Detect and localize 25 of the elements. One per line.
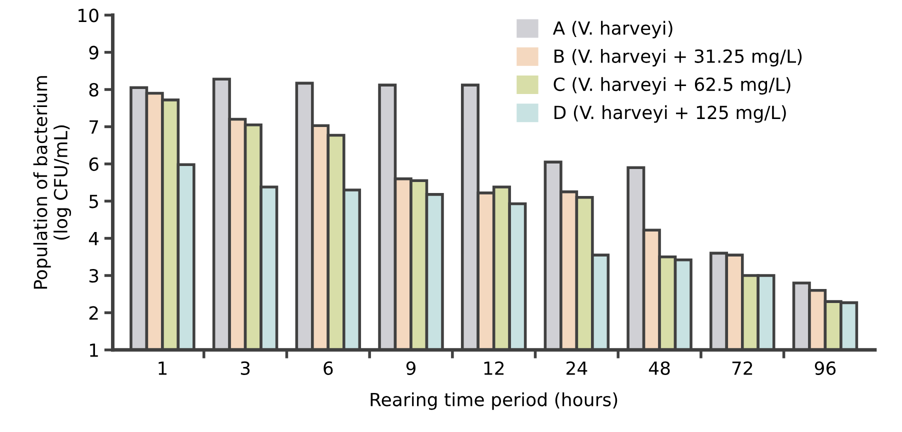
x-tick-label: 3 [240, 361, 250, 376]
x-tick-label: 6 [324, 361, 333, 376]
legend-label: B (V. harveyi + 31.25 mg/L) [554, 49, 802, 66]
x-tick-label: 9 [406, 361, 416, 376]
x-tick-label: 48 [648, 361, 670, 376]
x-tick-label: 1 [158, 362, 167, 375]
y-tick-label: 5 [89, 194, 98, 208]
y-tick-label: 4 [88, 232, 99, 246]
y-tick-label: 2 [89, 306, 98, 320]
y-tick-label: 6 [89, 157, 98, 172]
x-tick-label: 96 [814, 361, 836, 376]
x-axis-title: Rearing time period (hours) [370, 392, 618, 410]
legend-label: C (V. harveyi + 62.5 mg/L) [554, 77, 790, 95]
y-tick-label: 7 [90, 120, 98, 134]
legend-label: D (V. harveyi + 125 mg/L) [554, 105, 786, 123]
y-axis-title: Population of bacterium (log CFU/mL) [33, 76, 72, 289]
legend-label: A (V. harveyi) [552, 20, 672, 38]
y-tick-label: 3 [89, 268, 98, 283]
y-tick-label: 10 [78, 8, 98, 22]
x-tick-label: 24 [566, 361, 588, 375]
x-tick-label: 72 [732, 361, 752, 375]
y-tick-label: 8 [89, 82, 98, 97]
x-tick-label: 12 [484, 361, 504, 375]
y-tick-label: 1 [90, 344, 98, 357]
y-tick-label: 9 [89, 46, 98, 60]
